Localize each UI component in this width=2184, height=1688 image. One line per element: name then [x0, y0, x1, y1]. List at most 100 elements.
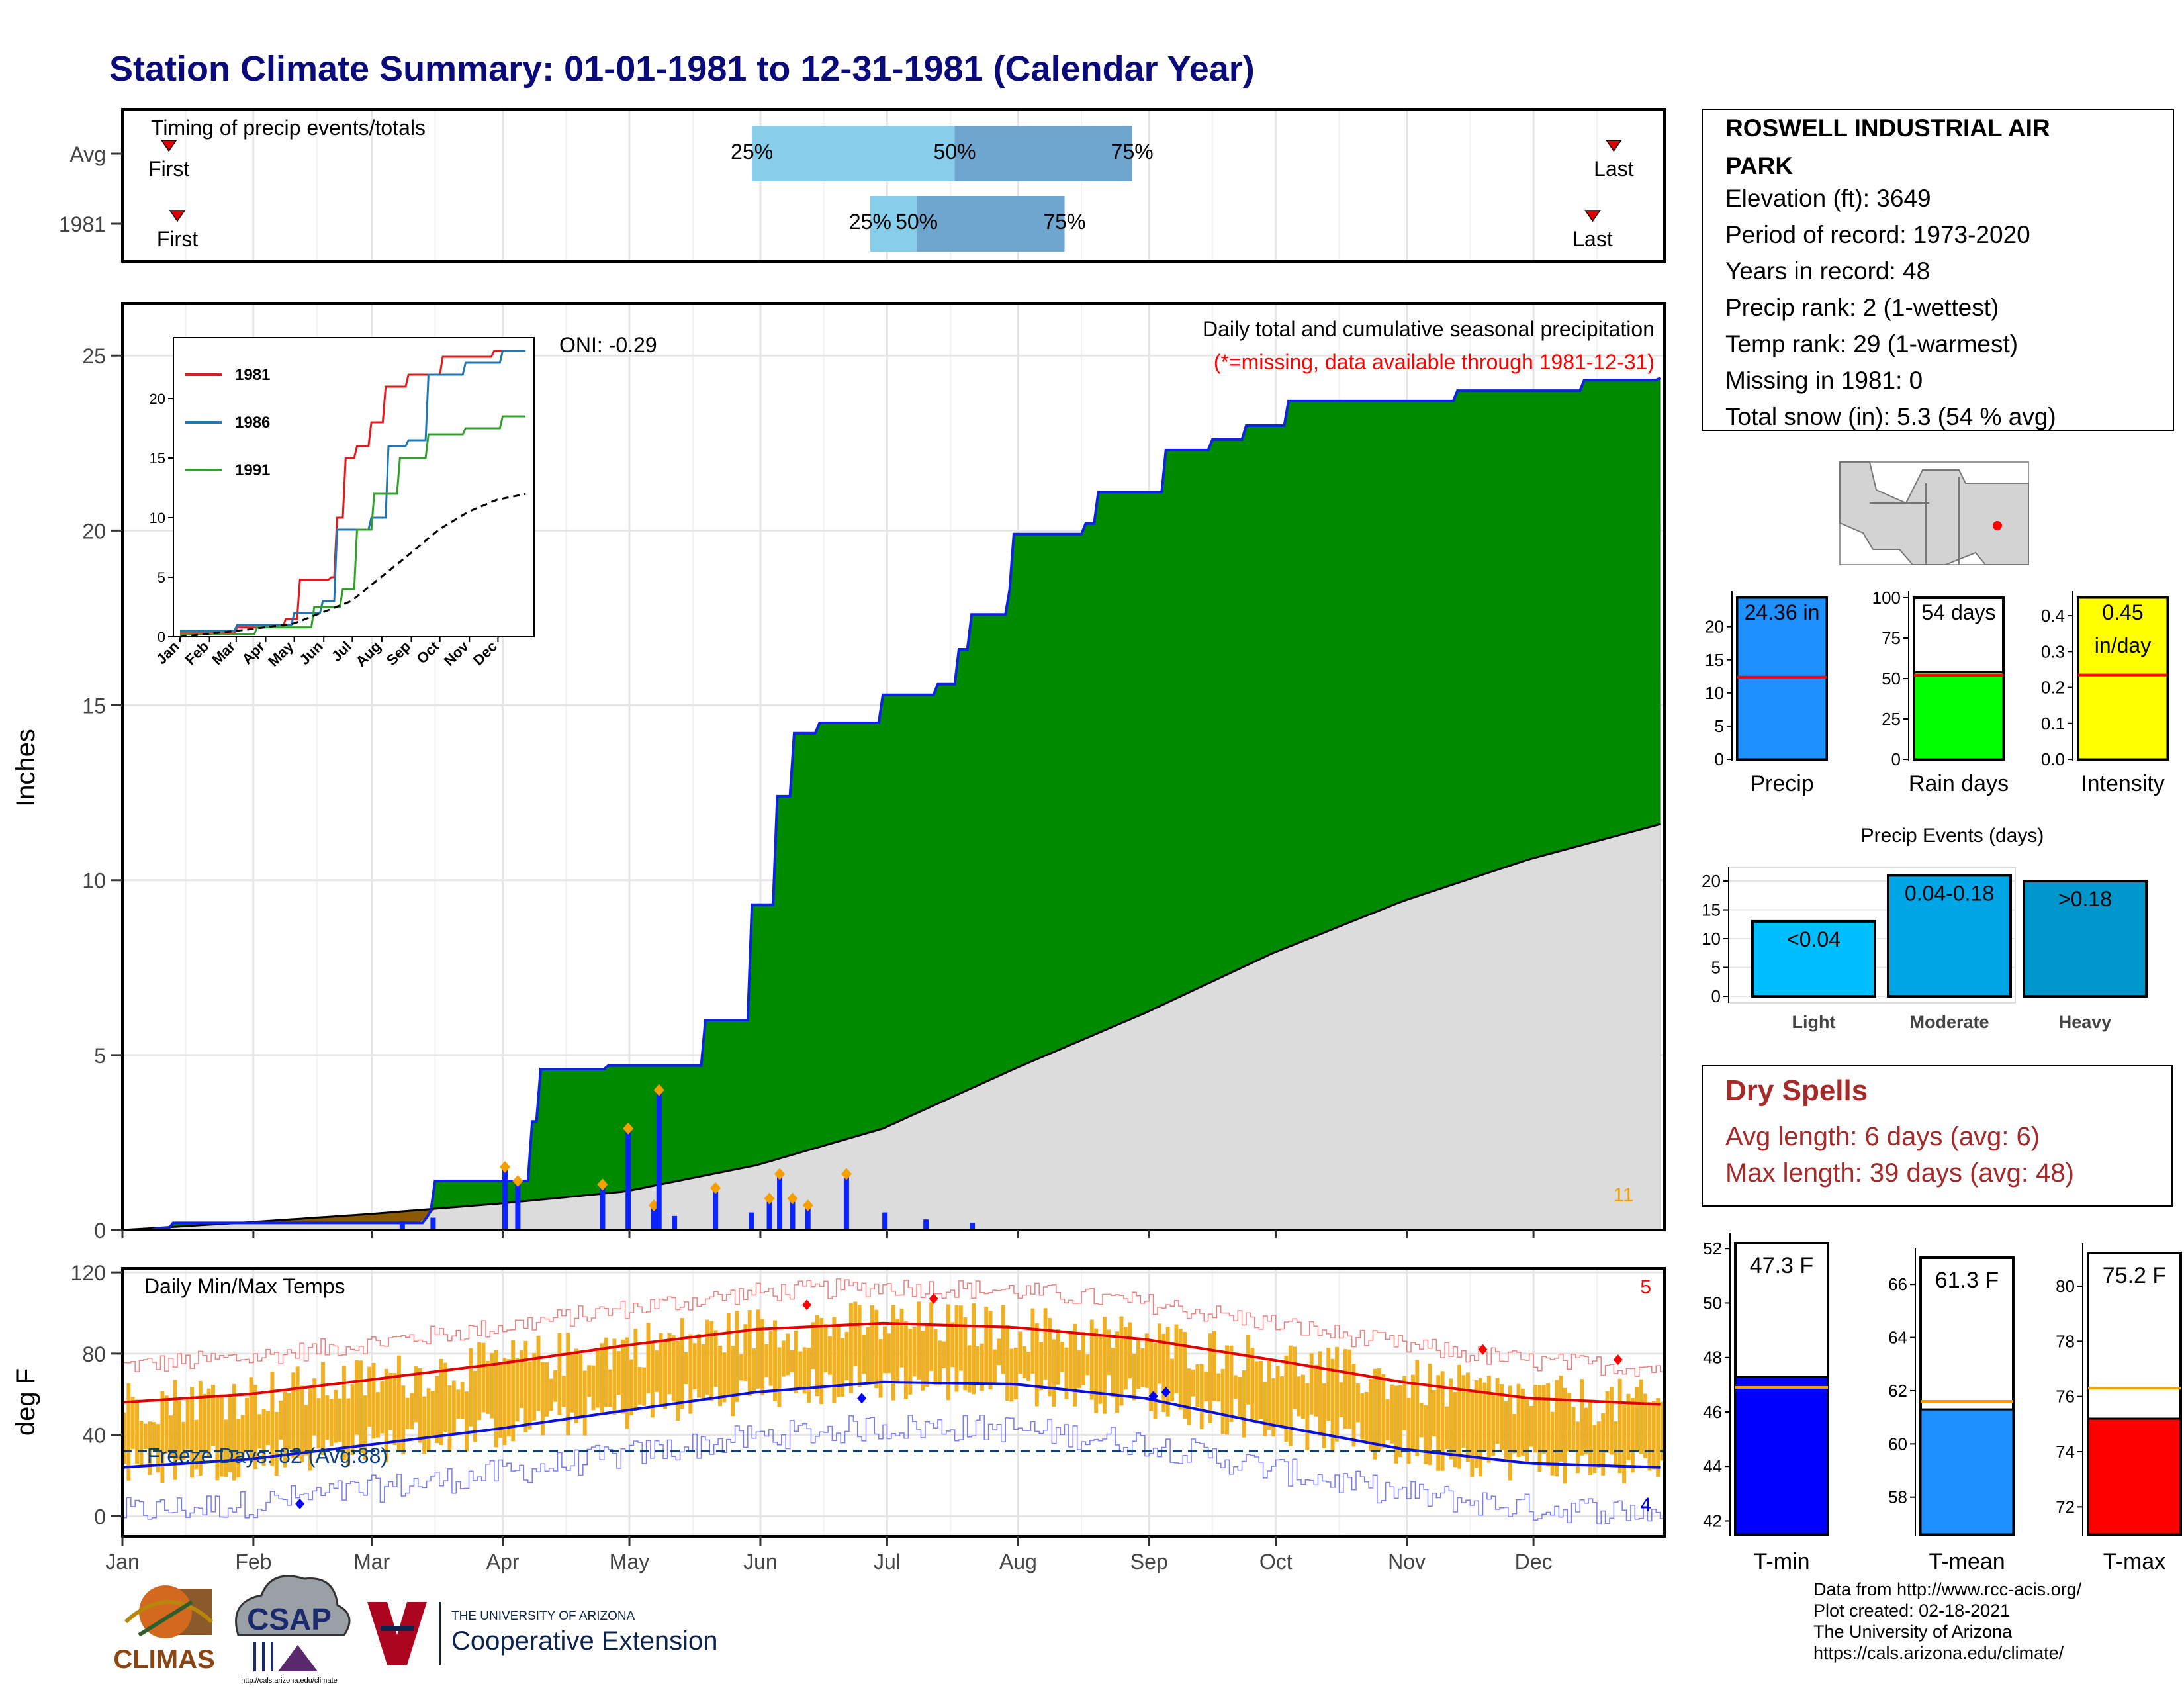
daily-temp-bar — [676, 1340, 680, 1421]
daily-precip-bar — [600, 1184, 606, 1230]
timing-first-marker — [160, 140, 177, 152]
summary-bar-name: Rain days — [1909, 771, 2009, 796]
month-label: Nov — [1388, 1550, 1426, 1573]
inset-xtick-label: Nov — [441, 637, 473, 669]
daily-temp-bar — [1567, 1393, 1572, 1452]
daily-temp-bar — [1343, 1349, 1347, 1429]
daily-temp-bar — [1520, 1388, 1525, 1456]
daily-temp-bar — [1360, 1393, 1365, 1440]
daily-temp-bar — [836, 1327, 841, 1397]
daily-temp-bar — [1402, 1376, 1407, 1430]
daily-temp-bar — [224, 1419, 228, 1477]
inset-xtick-label: Jun — [296, 638, 326, 668]
daily-temp-bar — [405, 1397, 410, 1429]
precip-frame — [121, 302, 1666, 1231]
daily-temp-bar — [701, 1344, 705, 1399]
daily-temp-bar — [232, 1383, 236, 1481]
precip-normal-area — [122, 824, 1661, 1230]
summary-bar-fill — [2077, 596, 2169, 761]
daily-temp-bar — [308, 1388, 312, 1471]
daily-temp-bar — [1009, 1348, 1014, 1402]
daily-temp-bar — [671, 1335, 676, 1402]
precip-normal-line — [122, 823, 1661, 1231]
inset-ytick-label: 20 — [150, 391, 165, 407]
month-label: Jun — [743, 1550, 778, 1573]
daily-temp-bar — [1216, 1373, 1221, 1402]
daily-temp-bar — [1617, 1378, 1622, 1474]
daily-temp-bar — [853, 1301, 858, 1367]
daily-temp-bar — [1529, 1405, 1533, 1447]
summary-tick-label: 50 — [1882, 669, 1901, 688]
daily-temp-bar — [439, 1358, 443, 1446]
summary-tick-label: 0.3 — [2041, 641, 2065, 661]
daily-temp-bar — [798, 1351, 803, 1388]
daily-temp-bar — [950, 1322, 955, 1368]
daily-temp-bar — [1039, 1342, 1044, 1391]
daily-temp-bar — [1220, 1368, 1225, 1434]
timing-bar-50-75 — [917, 196, 1065, 252]
daily-temp-bar — [422, 1396, 427, 1454]
daily-temp-bar — [194, 1419, 199, 1470]
daily-temp-bar — [316, 1398, 321, 1449]
daily-temp-bar — [431, 1391, 435, 1436]
daily-temp-bar — [608, 1369, 612, 1407]
summary-tick-label: 20 — [1705, 617, 1724, 637]
daily-temp-bar — [355, 1360, 359, 1435]
daily-temp-bar — [566, 1333, 570, 1436]
precip-ylabel: Inches — [11, 729, 40, 807]
summary-bar-fill — [1913, 671, 2005, 761]
daily-temp-bar — [1199, 1364, 1204, 1429]
daily-temp-bar — [1575, 1421, 1580, 1474]
daily-temp-bar — [1580, 1379, 1584, 1456]
daily-temp-bar — [1410, 1374, 1415, 1451]
daily-temp-bar — [1571, 1406, 1576, 1450]
daily-temp-bar — [245, 1397, 250, 1450]
daily-temp-bar — [1212, 1331, 1216, 1401]
daily-temp-bar — [325, 1395, 330, 1440]
daily-temp-bar — [578, 1354, 583, 1417]
temp-summary-tick-label: 80 — [2056, 1276, 2075, 1296]
daily-temp-bar — [988, 1311, 993, 1390]
footer-line: https://cals.arizona.edu/climate/ — [1813, 1643, 2064, 1663]
daily-temp-bar — [1030, 1308, 1035, 1374]
daily-temp-bar — [1326, 1348, 1331, 1421]
daily-precip-bar — [672, 1215, 678, 1230]
daily-temp-bar — [1233, 1375, 1238, 1399]
daily-temp-bar — [917, 1301, 921, 1380]
temp-summary-fill — [1734, 1375, 1829, 1536]
precip-ytick-label: 5 — [94, 1044, 106, 1068]
daily-temp-bar — [929, 1302, 934, 1371]
footer-line: Plot created: 02-18-2021 — [1813, 1601, 2011, 1620]
daily-temp-bar — [1191, 1369, 1195, 1397]
daily-temp-bar — [376, 1392, 380, 1438]
daily-temp-bar — [156, 1424, 160, 1473]
temp-summary-tick-label: 66 — [1888, 1274, 1907, 1294]
temp-summary-tick-label: 60 — [1888, 1434, 1907, 1454]
precip-event-marker — [623, 1122, 634, 1135]
daily-precip-bar — [713, 1188, 719, 1230]
daily-temp-bar — [1322, 1383, 1326, 1448]
events-tick-label: 15 — [1702, 900, 1721, 920]
daily-temp-bar — [857, 1305, 862, 1387]
events-bar — [1887, 874, 2012, 998]
daily-temp-bar — [1541, 1384, 1546, 1454]
daily-temp-bar — [228, 1397, 232, 1473]
daily-temp-bar — [1123, 1327, 1128, 1390]
inset-normal-line — [179, 492, 526, 638]
daily-temp-bar — [350, 1383, 355, 1456]
inset-ytick-label: 15 — [150, 450, 165, 467]
temp-panel: 0 40 80 120 deg F Daily Min/Max Temps Freez… — [11, 1230, 1666, 1573]
daily-temp-bar — [903, 1321, 908, 1399]
daily-temp-bar — [1335, 1346, 1339, 1442]
daily-temp-bar — [667, 1333, 672, 1395]
inset-xtick-label: Jul — [328, 638, 355, 665]
daily-temp-bar — [304, 1405, 308, 1456]
temp-summary-bars: 42 44 46 48 50 52 47.3 F T-min 58 60 62 64 66 61.3 F T… — [1703, 1233, 2182, 1574]
daily-temp-bar — [1208, 1333, 1212, 1423]
daily-temp-bar — [283, 1391, 287, 1468]
daily-temp-bar — [1026, 1352, 1030, 1382]
temp-summary-name: T-min — [1754, 1549, 1810, 1574]
daily-temp-bar — [1144, 1333, 1149, 1388]
tmax-record-count: 5 — [1640, 1276, 1651, 1298]
station-name-line2: PARK — [1725, 152, 1793, 179]
